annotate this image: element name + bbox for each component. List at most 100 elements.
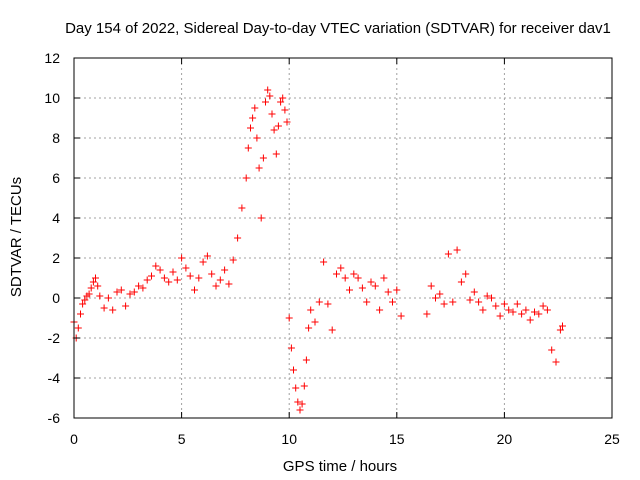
data-point: [543, 306, 551, 314]
data-point: [272, 150, 280, 158]
data-point: [457, 278, 465, 286]
data-point: [249, 114, 257, 122]
data-point: [251, 104, 259, 112]
data-point: [156, 266, 164, 274]
data-point: [324, 300, 332, 308]
data-point: [191, 286, 198, 294]
data-point: [242, 174, 250, 182]
data-point: [178, 254, 186, 262]
data-point: [350, 270, 358, 278]
y-tick-label: 12: [44, 50, 60, 66]
data-point: [384, 288, 392, 296]
data-point: [328, 326, 336, 334]
data-point: [100, 304, 108, 312]
data-point: [449, 298, 457, 306]
data-point: [287, 344, 295, 352]
data-point: [397, 312, 405, 320]
data-point: [393, 286, 401, 294]
data-point: [376, 306, 384, 314]
data-point: [87, 284, 95, 292]
data-point: [277, 98, 285, 106]
data-point: [427, 282, 435, 290]
data-point: [505, 306, 513, 314]
data-point: [333, 270, 340, 278]
data-point: [279, 94, 287, 102]
tick-labels: 0 5 10 15 20 25 -6 -4 -2 0 2 4 6 8 10 12: [44, 50, 620, 447]
data-point: [143, 276, 151, 284]
data-point: [531, 308, 538, 316]
data-point: [290, 366, 297, 374]
data-point: [552, 358, 560, 366]
data-point: [165, 278, 173, 286]
data-point: [264, 86, 272, 94]
data-point: [148, 272, 155, 280]
data-point: [311, 318, 319, 326]
data-point: [475, 298, 483, 306]
data-point: [315, 298, 323, 306]
y-tick-label: -6: [48, 410, 61, 426]
data-point: [96, 292, 104, 300]
data-point: [500, 300, 508, 308]
data-point: [208, 270, 216, 278]
data-point: [268, 110, 276, 118]
data-point: [113, 288, 121, 296]
data-point: [259, 154, 267, 162]
data-point: [262, 98, 269, 106]
data-point: [257, 214, 265, 222]
data-point: [440, 300, 448, 308]
data-point: [539, 302, 547, 310]
data-point: [492, 302, 500, 310]
data-point: [130, 288, 138, 296]
data-point: [294, 398, 302, 406]
data-point: [117, 286, 125, 294]
data-point: [470, 288, 478, 296]
data-point: [169, 268, 177, 276]
data-point: [367, 278, 375, 286]
data-point: [266, 92, 274, 100]
data-point: [199, 258, 207, 266]
data-point: [104, 294, 112, 302]
data-point: [307, 306, 315, 314]
data-point: [371, 282, 379, 290]
x-axis-title: GPS time / hours: [283, 458, 397, 475]
x-tick-label: 15: [389, 431, 405, 447]
data-point: [354, 274, 362, 282]
data-point: [444, 250, 452, 258]
data-point: [81, 296, 89, 304]
y-tick-label: 10: [44, 90, 60, 106]
data-point: [346, 286, 353, 294]
data-point: [152, 262, 160, 270]
data-point: [216, 276, 224, 284]
data-point: [296, 406, 304, 414]
data-point: [292, 384, 300, 392]
data-point: [300, 382, 308, 390]
data-point: [298, 400, 306, 408]
data-point: [281, 106, 289, 114]
data-point: [89, 278, 97, 286]
data-point: [94, 282, 102, 290]
y-tick-label: 4: [52, 210, 60, 226]
x-tick-label: 25: [604, 431, 620, 447]
y-tick-label: 0: [52, 290, 60, 306]
data-point: [77, 310, 84, 318]
data-point: [247, 124, 254, 132]
data-point: [556, 326, 564, 334]
data-point: [526, 316, 534, 324]
data-point: [283, 118, 291, 126]
data-point: [182, 264, 190, 272]
chart-title: Day 154 of 2022, Sidereal Day-to-day VTE…: [65, 20, 611, 37]
y-tick-label: 8: [52, 130, 60, 146]
data-point: [285, 314, 293, 322]
axis-ticks: [73, 57, 613, 419]
data-point: [160, 274, 168, 282]
data-point: [559, 322, 566, 330]
data-point: [436, 290, 444, 298]
x-tick-label: 5: [178, 431, 186, 447]
data-points: [70, 86, 566, 414]
x-tick-label: 20: [497, 431, 513, 447]
plot-frame: [73, 57, 613, 419]
data-point: [244, 144, 252, 152]
data-point: [453, 246, 461, 254]
data-point: [221, 266, 229, 274]
